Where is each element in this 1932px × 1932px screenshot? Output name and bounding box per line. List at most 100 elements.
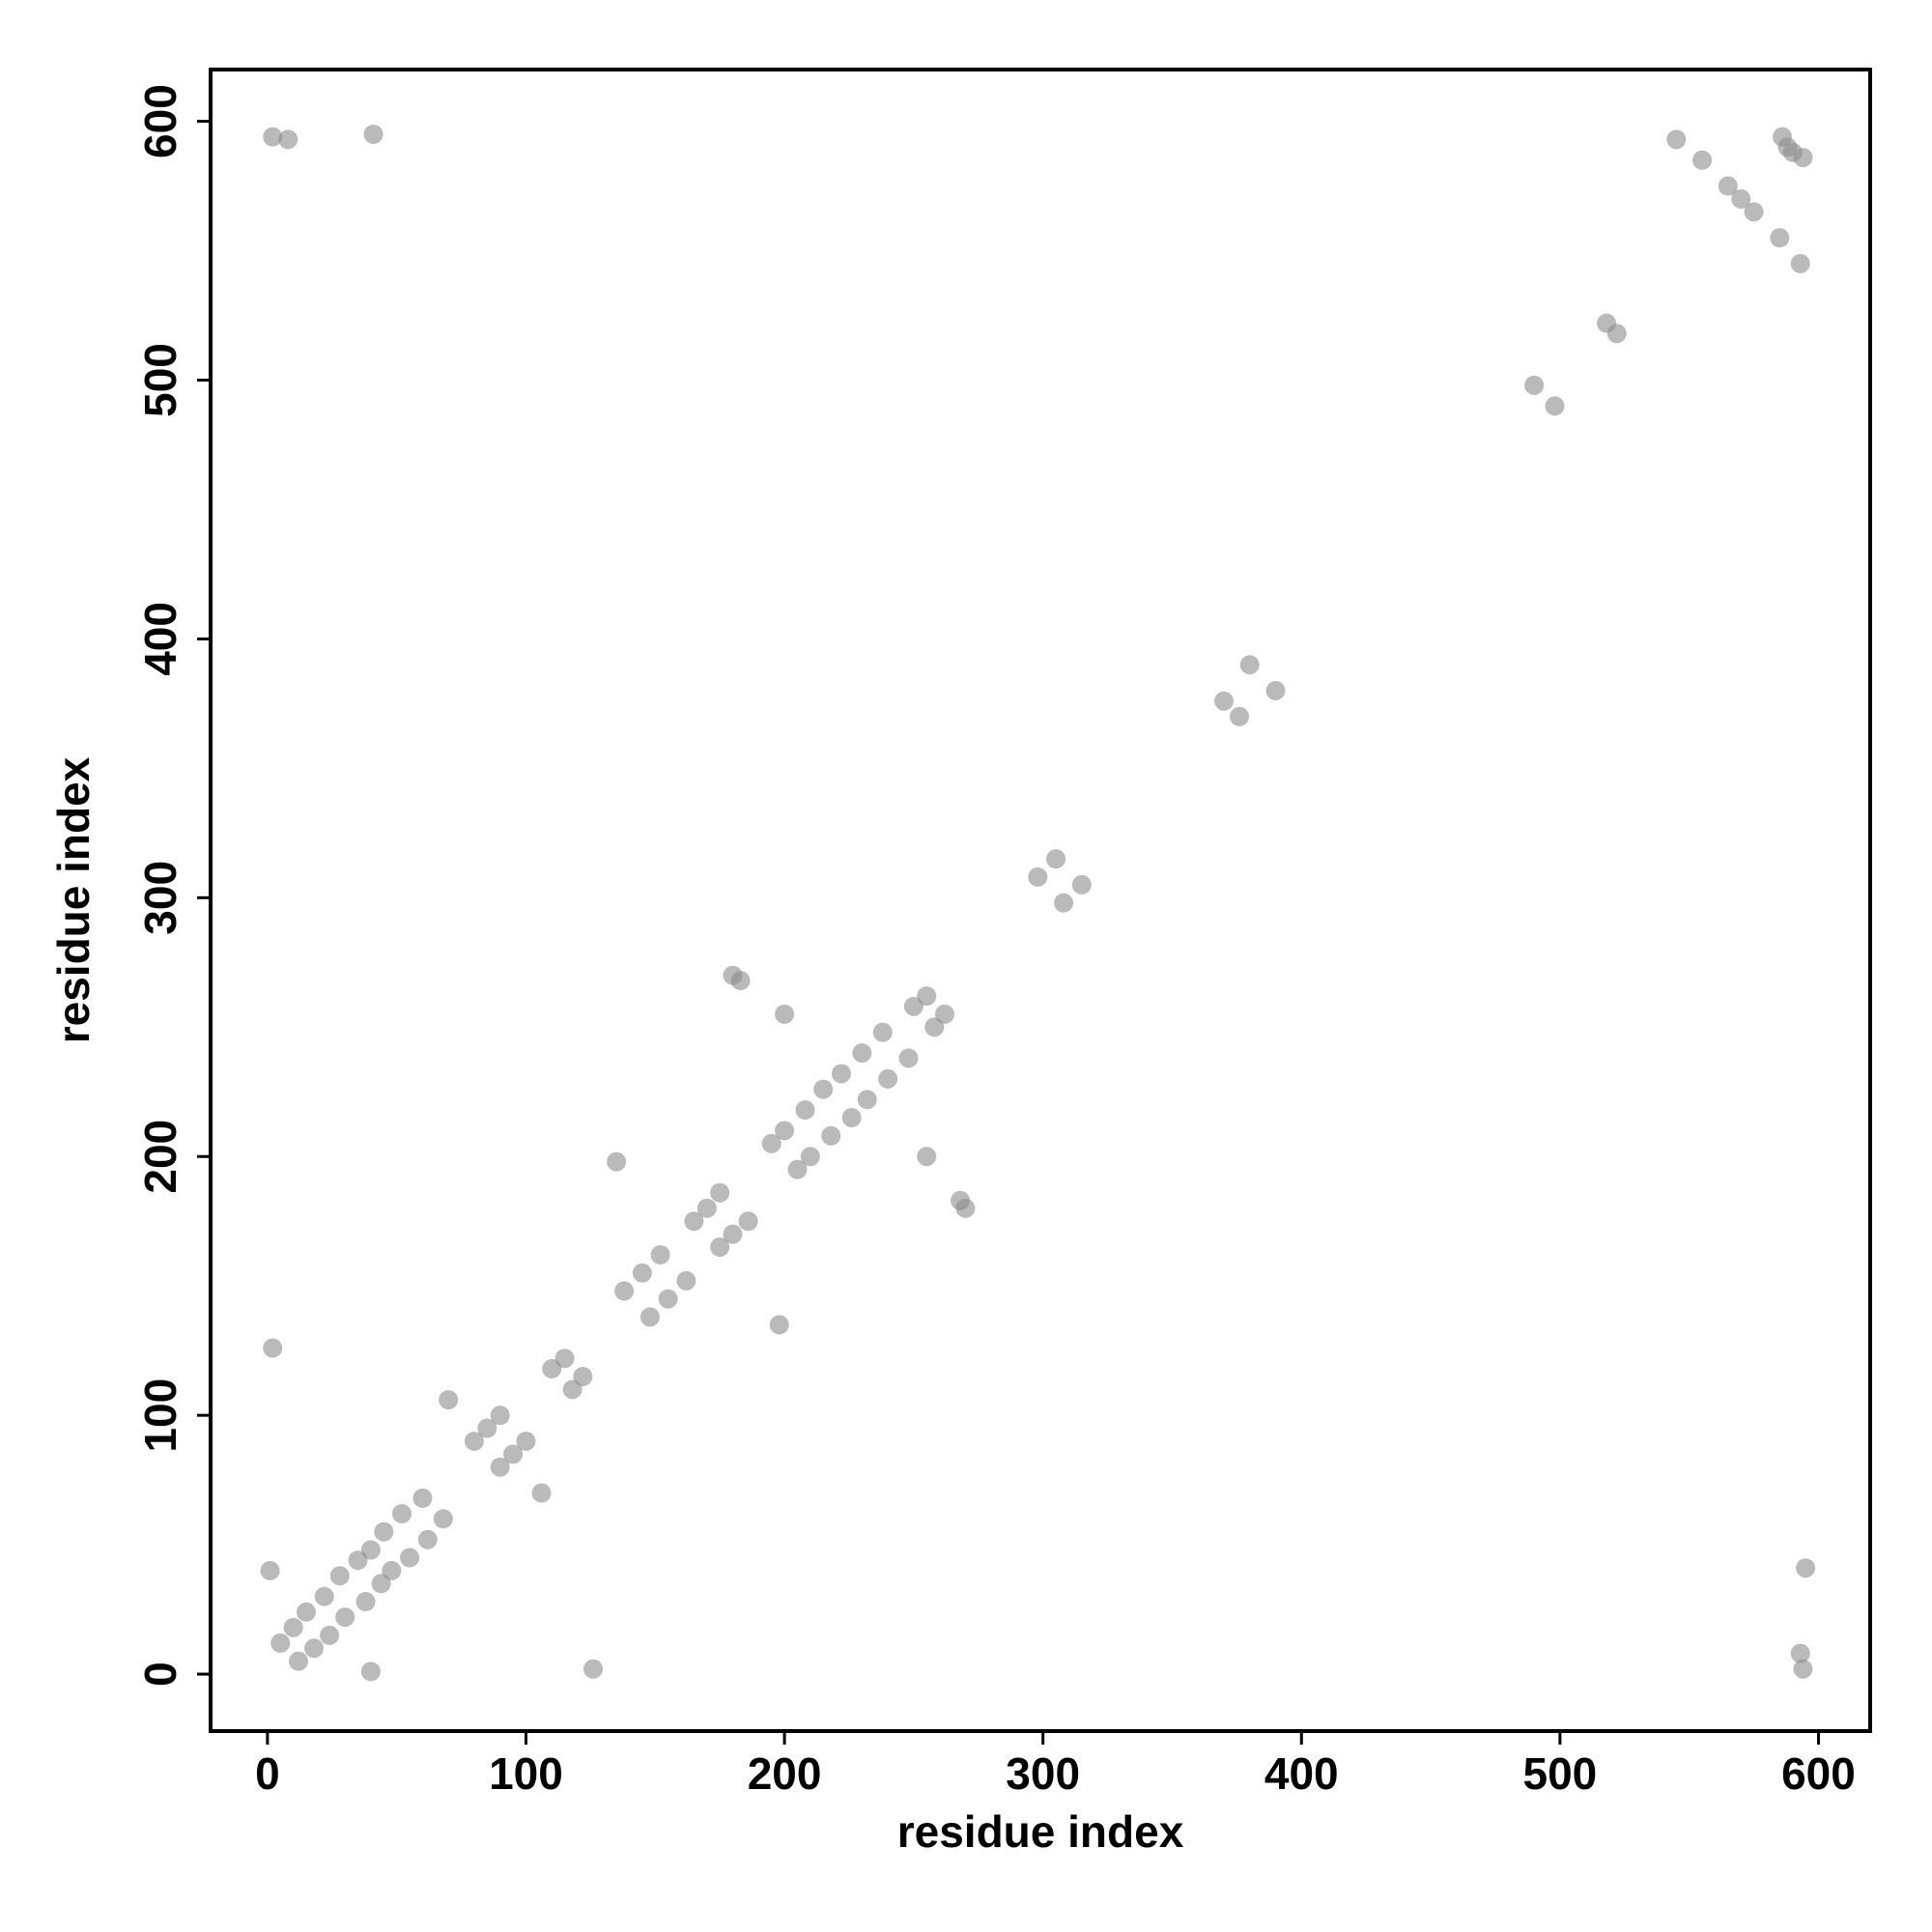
point — [1718, 176, 1738, 196]
point — [775, 1121, 795, 1141]
point — [477, 1418, 497, 1438]
point — [374, 1521, 394, 1542]
point — [1054, 893, 1074, 913]
point — [355, 1592, 376, 1612]
point — [775, 1004, 795, 1024]
point — [898, 1048, 919, 1068]
plot-frame — [209, 68, 1872, 1733]
y-tick-label: 400 — [135, 602, 185, 676]
point — [260, 1560, 280, 1580]
point — [1793, 1659, 1813, 1679]
point — [917, 1147, 937, 1167]
x-tick-label: 200 — [748, 1748, 822, 1799]
point — [554, 1349, 575, 1369]
point — [583, 1659, 604, 1679]
point — [329, 1566, 350, 1586]
point — [857, 1090, 877, 1110]
x-tick-label: 300 — [1006, 1748, 1080, 1799]
point — [1028, 867, 1048, 887]
point — [1213, 691, 1234, 711]
point — [710, 1182, 730, 1203]
point — [1046, 849, 1066, 869]
point — [684, 1211, 704, 1232]
y-tick-label: 100 — [135, 1378, 185, 1453]
point — [650, 1245, 670, 1265]
point — [614, 1281, 635, 1301]
point — [360, 1540, 381, 1560]
x-tick-label: 500 — [1523, 1748, 1598, 1799]
point — [1545, 396, 1565, 416]
y-tick-label: 200 — [135, 1120, 185, 1194]
y-tick-label: 500 — [135, 343, 185, 417]
point — [934, 1004, 954, 1024]
point — [1793, 148, 1813, 168]
point — [639, 1307, 660, 1327]
point — [392, 1503, 412, 1523]
point — [1666, 129, 1687, 150]
point — [348, 1550, 368, 1571]
point — [412, 1488, 433, 1508]
y-axis-label: residue index — [48, 756, 99, 1043]
point — [263, 1338, 283, 1358]
point — [1770, 228, 1790, 248]
point — [1524, 375, 1545, 395]
x-axis-label: residue index — [897, 1806, 1184, 1857]
point — [738, 1211, 758, 1232]
point — [951, 1190, 971, 1210]
point — [283, 1617, 303, 1637]
point — [924, 1017, 945, 1037]
point — [335, 1607, 355, 1628]
point — [363, 124, 384, 144]
point — [903, 996, 923, 1016]
point — [320, 1625, 340, 1645]
point — [761, 1133, 781, 1153]
point — [490, 1406, 510, 1426]
point — [371, 1574, 391, 1594]
point — [1790, 1643, 1810, 1663]
point — [542, 1358, 562, 1378]
point — [841, 1108, 862, 1128]
x-tick-label: 400 — [1264, 1748, 1339, 1799]
point — [787, 1159, 808, 1179]
point — [1796, 1558, 1816, 1578]
point — [710, 1237, 730, 1258]
point — [607, 1151, 627, 1172]
point — [800, 1147, 820, 1167]
x-tick-label: 100 — [489, 1748, 563, 1799]
point — [1731, 188, 1751, 209]
point — [696, 1198, 717, 1218]
y-tick-label: 300 — [135, 861, 185, 935]
point — [878, 1068, 898, 1089]
x-tick-label: 600 — [1781, 1748, 1856, 1799]
point — [1071, 874, 1092, 895]
point — [676, 1270, 696, 1291]
point — [490, 1457, 510, 1477]
point — [1692, 150, 1713, 170]
point — [516, 1431, 536, 1451]
point — [297, 1602, 317, 1622]
point — [813, 1079, 834, 1099]
point — [723, 1224, 743, 1244]
point — [852, 1043, 872, 1064]
point — [278, 129, 298, 150]
point — [531, 1483, 552, 1503]
point — [464, 1431, 484, 1451]
point — [360, 1662, 381, 1682]
point — [400, 1548, 420, 1568]
y-tick-label: 0 — [135, 1662, 185, 1687]
point — [288, 1651, 308, 1671]
point — [573, 1366, 593, 1386]
point — [263, 127, 283, 147]
y-tick-label: 600 — [135, 84, 185, 158]
point — [439, 1390, 459, 1410]
point — [304, 1638, 325, 1659]
point — [821, 1125, 841, 1146]
point — [1773, 127, 1793, 147]
point — [562, 1379, 582, 1400]
point — [632, 1263, 652, 1283]
x-tick-label: 0 — [255, 1748, 280, 1799]
point — [503, 1444, 524, 1464]
point — [795, 1100, 815, 1121]
point — [270, 1633, 291, 1653]
